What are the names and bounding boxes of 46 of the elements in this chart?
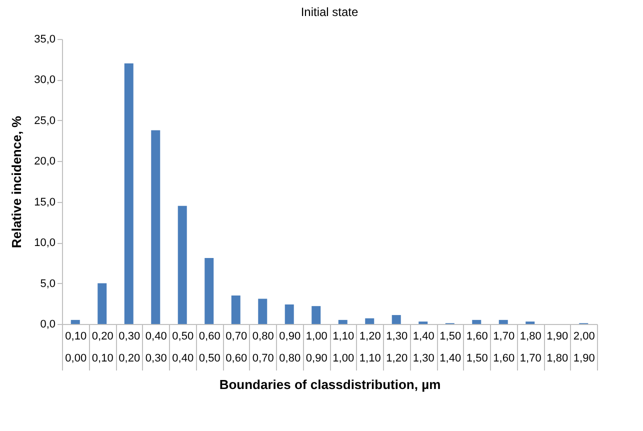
y-tick-label: 35,0 [34,34,56,46]
bar [365,318,374,324]
x-tick-label: 0,60 0,50 [198,330,220,364]
bar [124,63,134,324]
y-tick-label: 0,0 [40,318,56,330]
x-tick-label: 1,10 1,00 [332,330,354,364]
bar [498,320,508,324]
y-tick-label: 30,0 [34,74,56,86]
bar [258,298,268,324]
y-tick-label: 25,0 [34,114,56,127]
x-tick-label: 0,70 0,60 [226,330,248,364]
x-tick-label: 1,40 1,30 [412,330,434,364]
x-tick-label: 1,90 1,80 [546,330,568,364]
x-tick-label: 1,30 1,20 [386,330,408,364]
y-tick-label: 5,0 [40,278,56,290]
bar [338,320,348,324]
x-tick-label: 1,70 1,60 [493,330,515,364]
y-tick-label: 20,0 [34,156,56,168]
x-tick-label: 1,50 1,40 [440,330,462,364]
bar [204,258,214,324]
x-tick-label: 1,20 1,10 [359,330,381,364]
x-tick-label: 0,20 0,10 [92,330,114,364]
y-tick-label: 10,0 [34,237,56,250]
x-tick-label: 1,00 0,90 [306,330,328,364]
bar [284,304,294,324]
x-tick-label: 0,50 0,40 [172,330,194,364]
bar [178,206,187,324]
x-axis-title: Boundaries of classdistribution, µm [219,377,441,392]
x-tick-label: 0,90 0,80 [279,330,301,364]
x-tick-label: 1,80 1,70 [520,330,542,364]
bar [98,283,107,324]
bar [151,130,160,324]
x-tick-label: 0,80 0,70 [252,330,274,364]
bar [472,320,482,324]
x-tick-label: 0,10 0,00 [65,330,87,364]
bar [231,296,240,324]
y-axis-title: Relative incidence, % [9,115,24,248]
y-tick-label: 15,0 [34,196,56,208]
x-tick-label: 1,60 1,50 [466,330,488,364]
bar [70,320,80,324]
x-tick-label: 0,30 0,20 [118,330,140,364]
bar [392,315,401,324]
bar [312,306,321,324]
x-tick-label: 0,40 0,30 [145,330,167,364]
x-tick-label: 2,00 1,90 [573,330,595,364]
chart-title: Initial state [300,5,358,19]
